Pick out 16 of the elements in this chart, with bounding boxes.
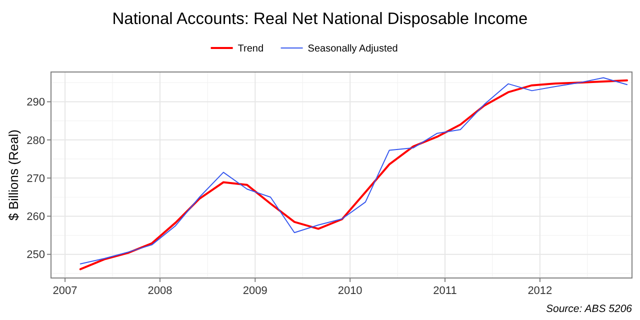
x-tick-label: 2011	[433, 285, 457, 297]
x-tick-label: 2010	[338, 285, 362, 297]
chart-title: National Accounts: Real Net National Disposable Income	[112, 10, 528, 28]
legend-label: Seasonally Adjusted	[308, 44, 398, 54]
y-axis-title: $ Billions (Real)	[6, 129, 21, 221]
y-tick-label: 270	[26, 172, 45, 185]
x-tick-label: 2007	[52, 285, 78, 297]
y-tick-label: 280	[26, 134, 45, 147]
y-tick-label: 290	[26, 96, 45, 109]
x-tick-label: 2009	[242, 285, 268, 297]
y-tick-label: 250	[26, 249, 45, 262]
x-tick-label: 2012	[528, 285, 552, 297]
y-tick-label: 260	[26, 211, 45, 224]
x-tick-label: 2008	[148, 285, 172, 297]
source-note: Source: ABS 5206	[546, 303, 632, 315]
legend-label: Trend	[238, 44, 264, 54]
